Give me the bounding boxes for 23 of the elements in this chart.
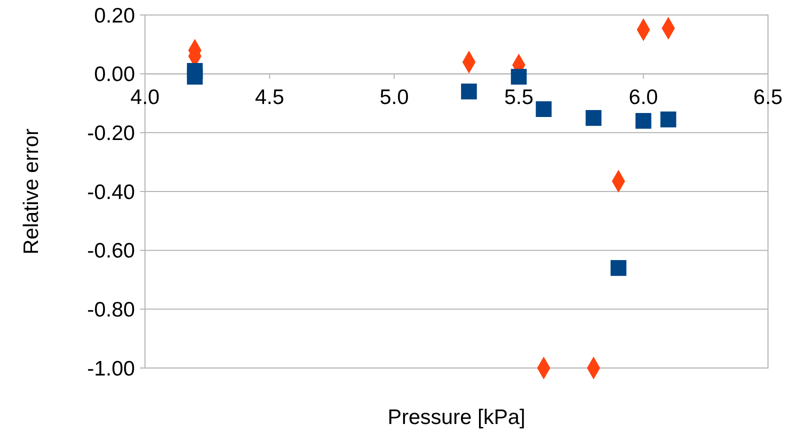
y-tick-label: -0.80 — [87, 298, 135, 322]
x-axis-title: Pressure [kPa] — [388, 406, 526, 429]
y-axis-title: Relative error — [20, 128, 43, 255]
y-tick-label: -0.20 — [87, 122, 135, 146]
point — [510, 68, 527, 85]
y-tick-label: 0.00 — [94, 63, 135, 86]
x-tick-label: 6.5 — [753, 86, 783, 109]
point — [186, 68, 203, 85]
point — [461, 84, 477, 100]
y-tick-label: -0.40 — [87, 180, 135, 204]
x-tick-label: 5.0 — [380, 86, 409, 109]
x-tick-label: 5.5 — [504, 86, 534, 109]
y-tick-label: -1.00 — [87, 357, 135, 380]
point — [586, 110, 602, 126]
point — [536, 101, 552, 118]
y-tick-label: -0.60 — [87, 240, 135, 263]
y-tick-label: 0.20 — [94, 4, 135, 28]
x-tick-label: 4.5 — [255, 86, 284, 109]
point — [660, 112, 676, 128]
x-tick-label: 4.0 — [130, 86, 160, 109]
point — [610, 260, 626, 276]
point — [635, 112, 652, 129]
x-tick-label: 6.0 — [628, 86, 658, 109]
